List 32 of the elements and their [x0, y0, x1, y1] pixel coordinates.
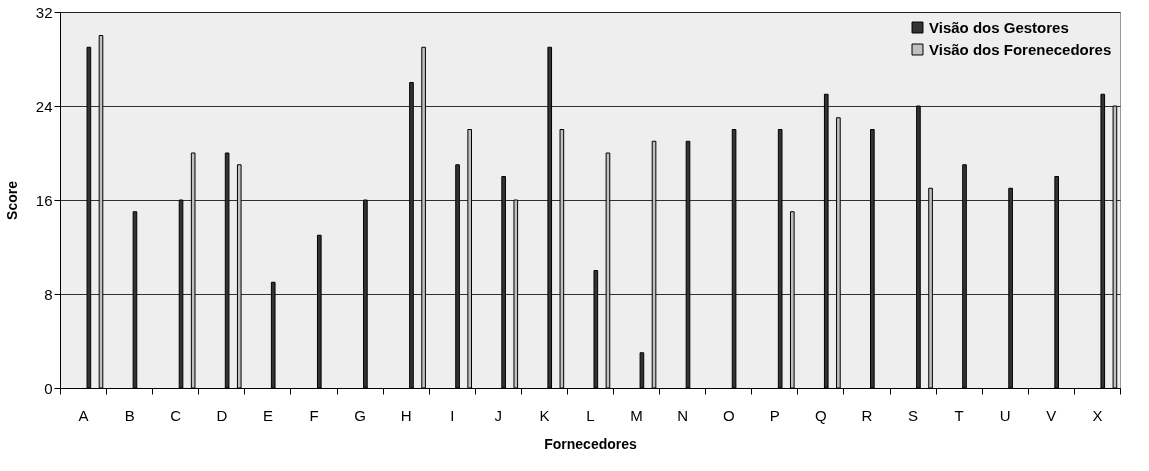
x-tick-label: N: [677, 406, 689, 424]
x-tick-label: J: [494, 406, 503, 424]
x-tick-label: I: [450, 406, 455, 424]
y-tick-label: 8: [44, 285, 53, 303]
x-tick-label: L: [586, 406, 595, 424]
x-tick-label: V: [1046, 406, 1057, 424]
x-axis-title: Fornecedores: [544, 435, 637, 452]
x-tick-label: D: [216, 406, 228, 424]
legend-label: Visão dos Forenecedores: [929, 40, 1112, 58]
x-tick-label: H: [400, 406, 412, 424]
x-tick-label: B: [124, 406, 135, 424]
x-tick-label: M: [630, 406, 643, 424]
y-tick-label: 0: [44, 379, 53, 397]
x-tick-label: P: [769, 406, 780, 424]
x-tick-label: S: [908, 406, 919, 424]
x-tick-label: U: [999, 406, 1011, 424]
y-tick-label: 16: [35, 191, 53, 209]
x-tick-label: A: [78, 406, 89, 424]
x-tick-label: G: [354, 406, 366, 424]
y-axis-title: Score: [3, 180, 20, 220]
x-tick-label: C: [170, 406, 182, 424]
x-tick-label: O: [722, 406, 735, 424]
x-tick-label: Q: [815, 406, 827, 424]
y-tick-label: 32: [35, 3, 53, 21]
x-tick-label: F: [309, 406, 319, 424]
x-tick-label: K: [539, 406, 550, 424]
x-tick-label: R: [861, 406, 873, 424]
x-tick-label: T: [954, 406, 964, 424]
y-tick-label: 24: [35, 97, 53, 115]
x-tick-label: E: [262, 406, 273, 424]
legend-label: Visão dos Gestores: [929, 18, 1069, 36]
x-tick-label: X: [1092, 406, 1103, 424]
